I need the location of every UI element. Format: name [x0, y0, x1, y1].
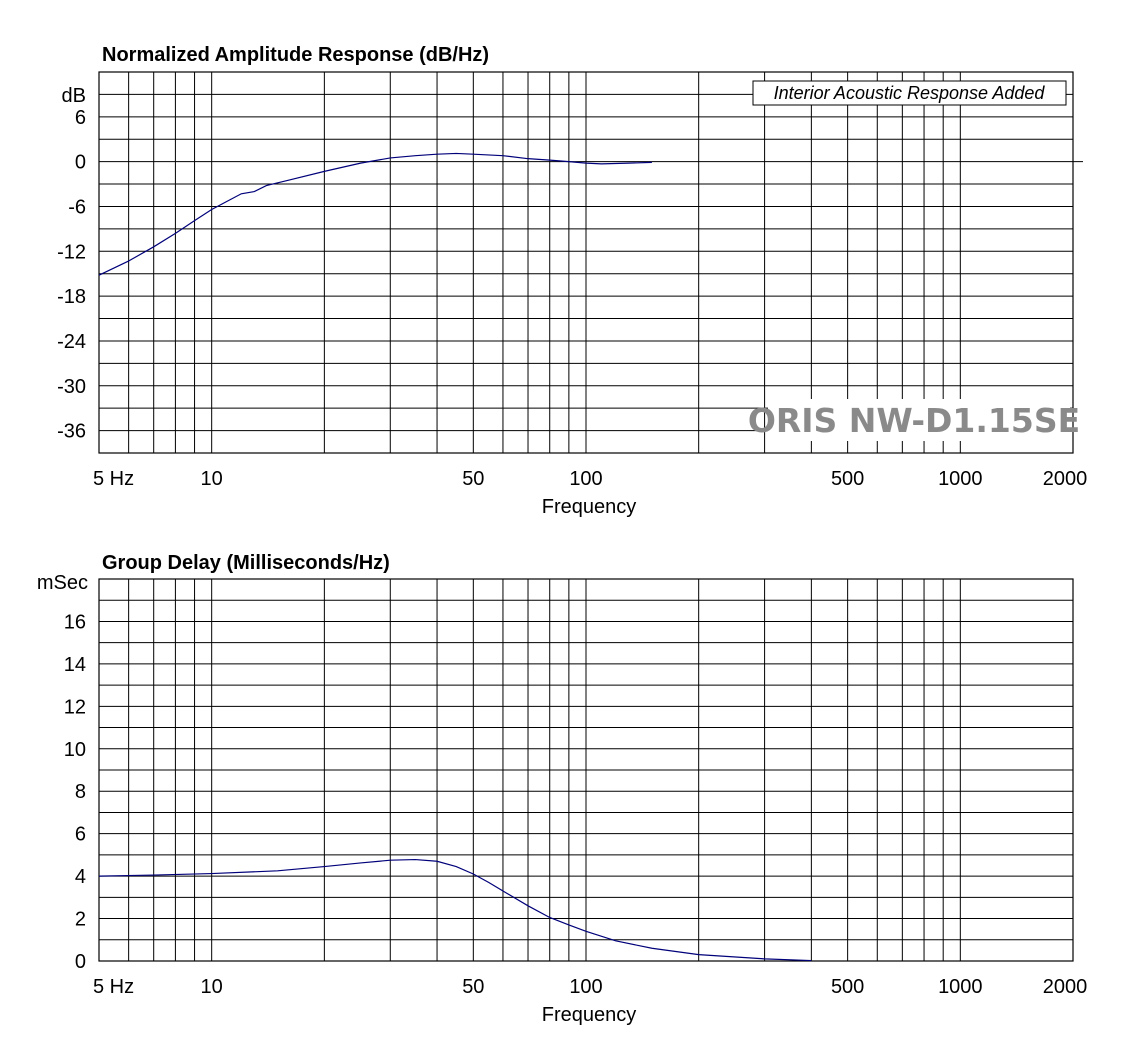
y-tick-label: -30 [57, 376, 86, 398]
group-delay-chart-title: Group Delay (Milliseconds/Hz) [102, 552, 390, 574]
x-tick-label: 500 [831, 468, 864, 490]
x-tick-label: 100 [569, 468, 602, 490]
x-tick-label: 2000 [1043, 468, 1088, 490]
y-tick-label: 6 [75, 107, 86, 129]
y-tick-label: 8 [75, 781, 86, 803]
group-delay-x-axis-label: Frequency [542, 1004, 637, 1026]
group-delay-chart: 16 14 12 10 8 6 4 2 0 5 Hz 10 50 100 500 1000 2000 Gro… [37, 552, 1087, 1026]
x-tick-label: 50 [462, 468, 484, 490]
y-tick-label: -18 [57, 286, 86, 308]
x-tick-label: 5 Hz [93, 976, 134, 998]
annotation-label: Interior Acoustic Response Added [774, 83, 1046, 103]
y-tick-label: 16 [64, 611, 86, 633]
amplitude-x-ticks: 5 Hz 10 50 100 500 1000 2000 [93, 468, 1087, 490]
group-delay-y-axis-label: mSec [37, 572, 88, 594]
amplitude-y-ticks: 6 0 -6 -12 -18 -24 -30 -36 [57, 107, 86, 443]
x-tick-label: 5 Hz [93, 468, 134, 490]
amplitude-x-axis-label: Frequency [542, 496, 637, 518]
x-tick-label: 2000 [1043, 976, 1088, 998]
x-tick-label: 1000 [938, 976, 983, 998]
watermark-backdrop [768, 399, 1070, 441]
y-tick-label: 6 [75, 824, 86, 846]
watermark-logo: ORIS NW-D1.15SE [748, 401, 1080, 440]
group-delay-series-line [98, 858, 812, 962]
y-tick-label: 0 [75, 152, 86, 174]
amplitude-series-line [98, 152, 652, 276]
y-tick-label: 2 [75, 909, 86, 931]
x-tick-label: 1000 [938, 468, 983, 490]
x-tick-label: 500 [831, 976, 864, 998]
annotation-box [752, 80, 1067, 106]
amplitude-chart-title: Normalized Amplitude Response (dB/Hz) [102, 44, 489, 66]
y-tick-label: -12 [57, 241, 86, 263]
y-tick-label: -24 [57, 331, 86, 353]
group-delay-y-ticks: 16 14 12 10 8 6 4 2 0 [64, 611, 86, 973]
y-tick-label: -36 [57, 421, 86, 443]
y-tick-label: 10 [64, 739, 86, 761]
y-tick-label: 14 [64, 654, 86, 676]
x-tick-label: 50 [462, 976, 484, 998]
amplitude-y-axis-label: dB [62, 85, 86, 107]
group-delay-x-ticks: 5 Hz 10 50 100 500 1000 2000 [93, 976, 1087, 998]
y-tick-label: -6 [68, 196, 86, 218]
y-tick-label: 4 [75, 866, 86, 888]
group-delay-grid [99, 579, 1073, 961]
y-tick-label: 12 [64, 696, 86, 718]
amplitude-chart: 6 0 -6 -12 -18 -24 -30 -36 5 Hz 10 50 100 500 1000 20… [57, 44, 1087, 518]
x-tick-label: 10 [201, 468, 223, 490]
y-tick-label: 0 [75, 951, 86, 973]
x-tick-label: 10 [201, 976, 223, 998]
x-tick-label: 100 [569, 976, 602, 998]
